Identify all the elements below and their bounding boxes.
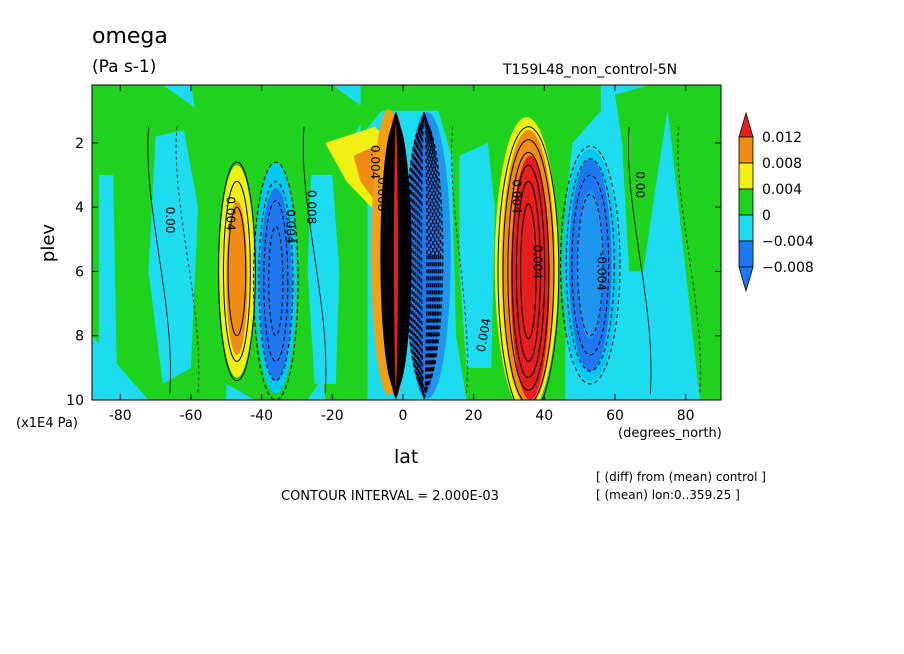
x-axis-label: lat [394, 446, 419, 468]
contour-sh-neg-2 [263, 200, 289, 363]
cyan-pocket-subtropic-s [307, 175, 340, 384]
contour-label-8: -0.004 [594, 252, 608, 291]
contour-wiggle-3 [451, 126, 468, 394]
contour-label-3: -0.004 [382, 310, 396, 349]
contour-nh-neg-1 [565, 158, 615, 372]
colorbar-label-2: 0.004 [762, 182, 802, 198]
contour-eq-neg-7 [407, 120, 442, 391]
chart-title: omega [92, 24, 168, 49]
chart-units: (Pa s-1) [92, 57, 157, 77]
contour-interval: CONTOUR INTERVAL = 2.000E-03 [281, 489, 499, 504]
contour-eq-neg-1 [418, 112, 430, 398]
experiment-label: T159L48_non_control-5N [503, 62, 678, 78]
contour-eq-neg-0 [420, 111, 428, 400]
note-diff: [ (diff) from (mean) control ] [596, 470, 766, 484]
contour-label-10: 0.00 [163, 207, 177, 234]
contour-label-1: 0.004 [283, 209, 297, 243]
contour-nh-pos-4 [515, 180, 541, 362]
x-tick-label-8: 80 [677, 408, 695, 424]
y-axis-label: plev [38, 224, 59, 263]
contour-sh-pos-2 [227, 206, 247, 337]
colorbar-label-1: 0.008 [762, 156, 802, 172]
x-tick-label-7: 60 [606, 408, 624, 424]
contour-label-2: 0.008 [305, 190, 319, 224]
x-tick-label-2: -40 [250, 408, 273, 424]
contour-eq-pos-7 [381, 120, 410, 391]
contour-sh-neg-3 [268, 226, 284, 337]
x-tick-label-5: 20 [465, 408, 483, 424]
contour-nh-neg-2 [571, 174, 610, 356]
note-mean: [ (mean) lon:0..359.25 ] [596, 488, 740, 502]
contour-nh-pos-3 [511, 164, 546, 378]
contour-wiggle-1 [175, 126, 200, 394]
y-unit-label: (x1E4 Pa) [16, 416, 78, 431]
contour-eq-pos-4 [386, 116, 406, 395]
contour-label-7: 0.004 [531, 245, 545, 279]
colorbar-swatch-4 [738, 240, 754, 268]
contour-nh-pos-1 [502, 139, 555, 400]
cyan-pocket-sh [148, 130, 198, 384]
x-unit-label: (degrees_north) [618, 426, 722, 441]
x-tick-label-6: 40 [535, 408, 553, 424]
contour-nh-pos-0 [497, 126, 560, 400]
contour-label-4: 0.004 [368, 145, 382, 179]
contour-label-5: 0.008 [375, 177, 389, 211]
contour-eq-neg-3 [414, 115, 434, 396]
nh-negative-core [576, 191, 604, 339]
contour-eq-pos-0 [392, 111, 400, 400]
y-tick-label-2: 6 [75, 264, 84, 280]
contour-nh-neg-3 [577, 193, 604, 337]
y-tick-label-4: 10 [66, 393, 84, 409]
plot-frame [91, 84, 722, 401]
contour-eq-pos-2 [389, 114, 403, 397]
colorbar-top-arrow [738, 111, 754, 138]
contour-sh-neg-0 [253, 161, 299, 400]
x-tick-label-1: -60 [180, 408, 203, 424]
contour-eq-pos-3 [387, 115, 405, 396]
sh-orange-cell [226, 200, 248, 355]
contour-eq-neg-2 [416, 114, 432, 397]
contour-wiggle-4 [628, 126, 652, 394]
contour-sh-pos-0 [218, 161, 256, 382]
contour-nh-neg-0 [560, 145, 621, 385]
colorbar-label-0: 0.012 [762, 130, 802, 146]
contour-eq-neg-8 [405, 121, 444, 389]
colorbar-label-5: −0.008 [762, 260, 814, 276]
contour-label-0: 0.004 [223, 196, 237, 230]
cyan-pocket-polar-s [99, 175, 117, 368]
contour-eq-pos-1 [390, 112, 402, 398]
contour-eq-neg-4 [412, 116, 436, 394]
cyan-pocket-subtropic-n [459, 142, 495, 368]
colorbar-bottom-arrow [738, 266, 754, 293]
contour-wiggle-0 [147, 126, 171, 394]
contour-eq-pos-8 [380, 121, 412, 389]
colorbar-swatch-0 [738, 136, 754, 164]
colorbar-label-3: 0 [762, 208, 771, 224]
contour-wiggle-5 [677, 126, 701, 394]
sh-negative-cell [259, 187, 292, 381]
colorbar-swatch-3 [738, 214, 754, 242]
contour-eq-pos-5 [384, 117, 407, 393]
contour-nh-pos-5 [520, 203, 537, 340]
contour-sh-neg-1 [258, 181, 294, 382]
colorbar-swatch-2 [738, 188, 754, 216]
x-tick-label-3: -20 [321, 408, 344, 424]
x-tick-label-4: 0 [399, 408, 408, 424]
contour-label-11: 0.00 [633, 171, 647, 198]
contour-label-9: 0.004 [474, 317, 494, 353]
colorbar-label-4: −0.004 [762, 234, 814, 250]
contour-wiggle-2 [302, 126, 327, 394]
y-tick-label-1: 4 [75, 200, 84, 216]
contour-sh-pos-1 [223, 180, 251, 362]
contour-label-6: -0.004 [510, 175, 524, 214]
y-tick-label-0: 2 [75, 136, 84, 152]
contour-eq-neg-5 [411, 118, 438, 393]
y-tick-label-3: 8 [75, 329, 84, 345]
colorbar-swatch-1 [738, 162, 754, 190]
x-tick-label-0: -80 [109, 408, 132, 424]
contour-nh-pos-2 [507, 152, 550, 391]
